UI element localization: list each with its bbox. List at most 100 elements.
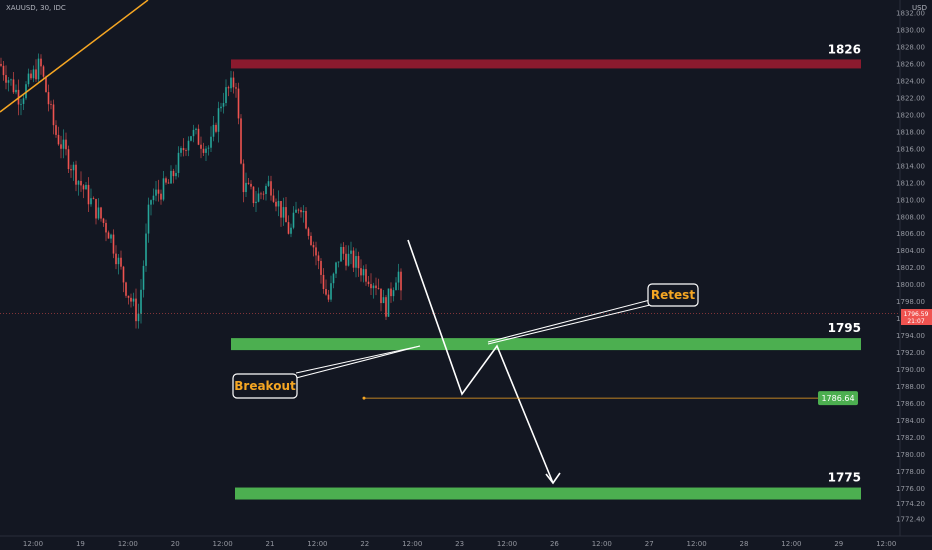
time-tick-label: 12:00 <box>23 540 43 548</box>
price-tick-label: 1802.00 <box>896 264 925 272</box>
candle-body <box>192 129 195 137</box>
candle-body <box>97 207 100 219</box>
candle-body <box>305 211 307 229</box>
time-tick-label: 26 <box>550 540 559 548</box>
candle-body <box>212 124 215 137</box>
candle-body <box>190 136 192 141</box>
candle-body <box>82 185 85 190</box>
time-tick-label: 29 <box>834 540 843 548</box>
candle-body <box>170 170 172 184</box>
candle-body <box>202 148 205 153</box>
candle-body <box>102 218 105 223</box>
candle-body <box>357 256 360 269</box>
price-axis[interactable]: 1772.40 1774.20 1776.00 1778.00 1780.00 1782.… <box>896 10 925 524</box>
candle-body <box>177 152 180 173</box>
candle-body <box>285 207 287 223</box>
candle-body <box>240 118 242 164</box>
price-tick-label: 1772.40 <box>896 516 925 524</box>
candle-body <box>225 87 227 104</box>
price-tick-label: 1820.00 <box>896 111 925 119</box>
candle-body <box>155 189 157 196</box>
candle-body <box>255 201 257 204</box>
candle-body <box>45 76 47 93</box>
candle-body <box>107 232 110 239</box>
candle-body <box>230 77 232 89</box>
candle-body <box>272 195 275 202</box>
candle-body <box>47 92 50 105</box>
candle-body <box>387 288 390 317</box>
candle-body <box>217 108 220 132</box>
candle-body <box>137 313 140 322</box>
time-tick-label: 23 <box>455 540 464 548</box>
price-tick-label: 1824.00 <box>896 77 925 85</box>
candle-body <box>352 250 355 268</box>
candle-body <box>42 66 45 77</box>
candle-body <box>277 200 280 207</box>
candle-body <box>290 227 292 234</box>
candle-body <box>140 289 142 314</box>
time-tick-label: 12:00 <box>497 540 517 548</box>
candle-body <box>182 148 185 151</box>
candle-body <box>215 124 217 132</box>
candle-body <box>142 265 145 290</box>
price-tick-label: 1822.00 <box>896 94 925 102</box>
candle-body <box>0 63 2 66</box>
price-tick-label: 1812.00 <box>896 179 925 187</box>
candle-body <box>162 178 165 200</box>
candle-body <box>385 297 387 317</box>
candle-body <box>350 250 352 254</box>
candle-body <box>380 288 382 304</box>
time-tick-label: 12:00 <box>118 540 138 548</box>
time-axis[interactable]: 12:00 19 12:00 20 12:00 21 12:00 22 12:00 23 12:00… <box>23 540 896 548</box>
candle-body <box>77 180 80 185</box>
candle-body <box>132 298 135 302</box>
candle-body <box>205 148 207 153</box>
candle-body <box>27 73 30 85</box>
price-tick-label: 1832.00 <box>896 10 925 18</box>
candle-body <box>145 233 147 266</box>
candle-body <box>167 182 170 184</box>
currency-label: USD <box>912 4 927 12</box>
candle-body <box>262 193 265 195</box>
price-tick-label: 1826.00 <box>896 60 925 68</box>
candle-body <box>80 180 82 186</box>
candle-body <box>127 295 130 298</box>
level-band <box>235 487 861 500</box>
candle-body <box>200 144 202 149</box>
candle-body <box>307 228 310 236</box>
price-tick-label: 1808.00 <box>896 213 925 221</box>
retest-label: Retest <box>651 288 695 302</box>
candle-body <box>12 79 15 93</box>
time-tick-label: 20 <box>171 540 180 548</box>
candle-body <box>245 182 247 193</box>
candle-body <box>55 125 57 135</box>
level-band <box>231 338 861 351</box>
candle-body <box>22 98 25 104</box>
price-tick-label: 1800.00 <box>896 281 925 289</box>
candle-body <box>232 77 235 88</box>
time-tick-label: 12:00 <box>781 540 801 548</box>
candle-body <box>75 164 77 185</box>
candle-body <box>40 58 42 67</box>
candle-body <box>57 134 60 145</box>
candle-body <box>160 193 162 200</box>
price-tick-label: 1798.00 <box>896 298 925 306</box>
candle-body <box>157 189 160 194</box>
level-band <box>231 59 861 69</box>
candle-body <box>322 274 325 290</box>
candle-body <box>345 253 347 266</box>
time-tick-label: 12:00 <box>687 540 707 548</box>
projection-path <box>407 239 561 485</box>
price-tag-label: 1786.64 <box>821 394 854 403</box>
candle-body <box>90 198 92 205</box>
candle-body <box>247 182 250 184</box>
candle-body <box>30 73 32 79</box>
level-label: 1795 <box>828 321 861 335</box>
price-tick-label: 1830.00 <box>896 26 925 34</box>
candle-body <box>395 282 397 291</box>
candle-body <box>382 297 385 304</box>
candle-body <box>335 262 337 274</box>
candle-body <box>340 246 342 262</box>
candle-body <box>257 193 260 202</box>
